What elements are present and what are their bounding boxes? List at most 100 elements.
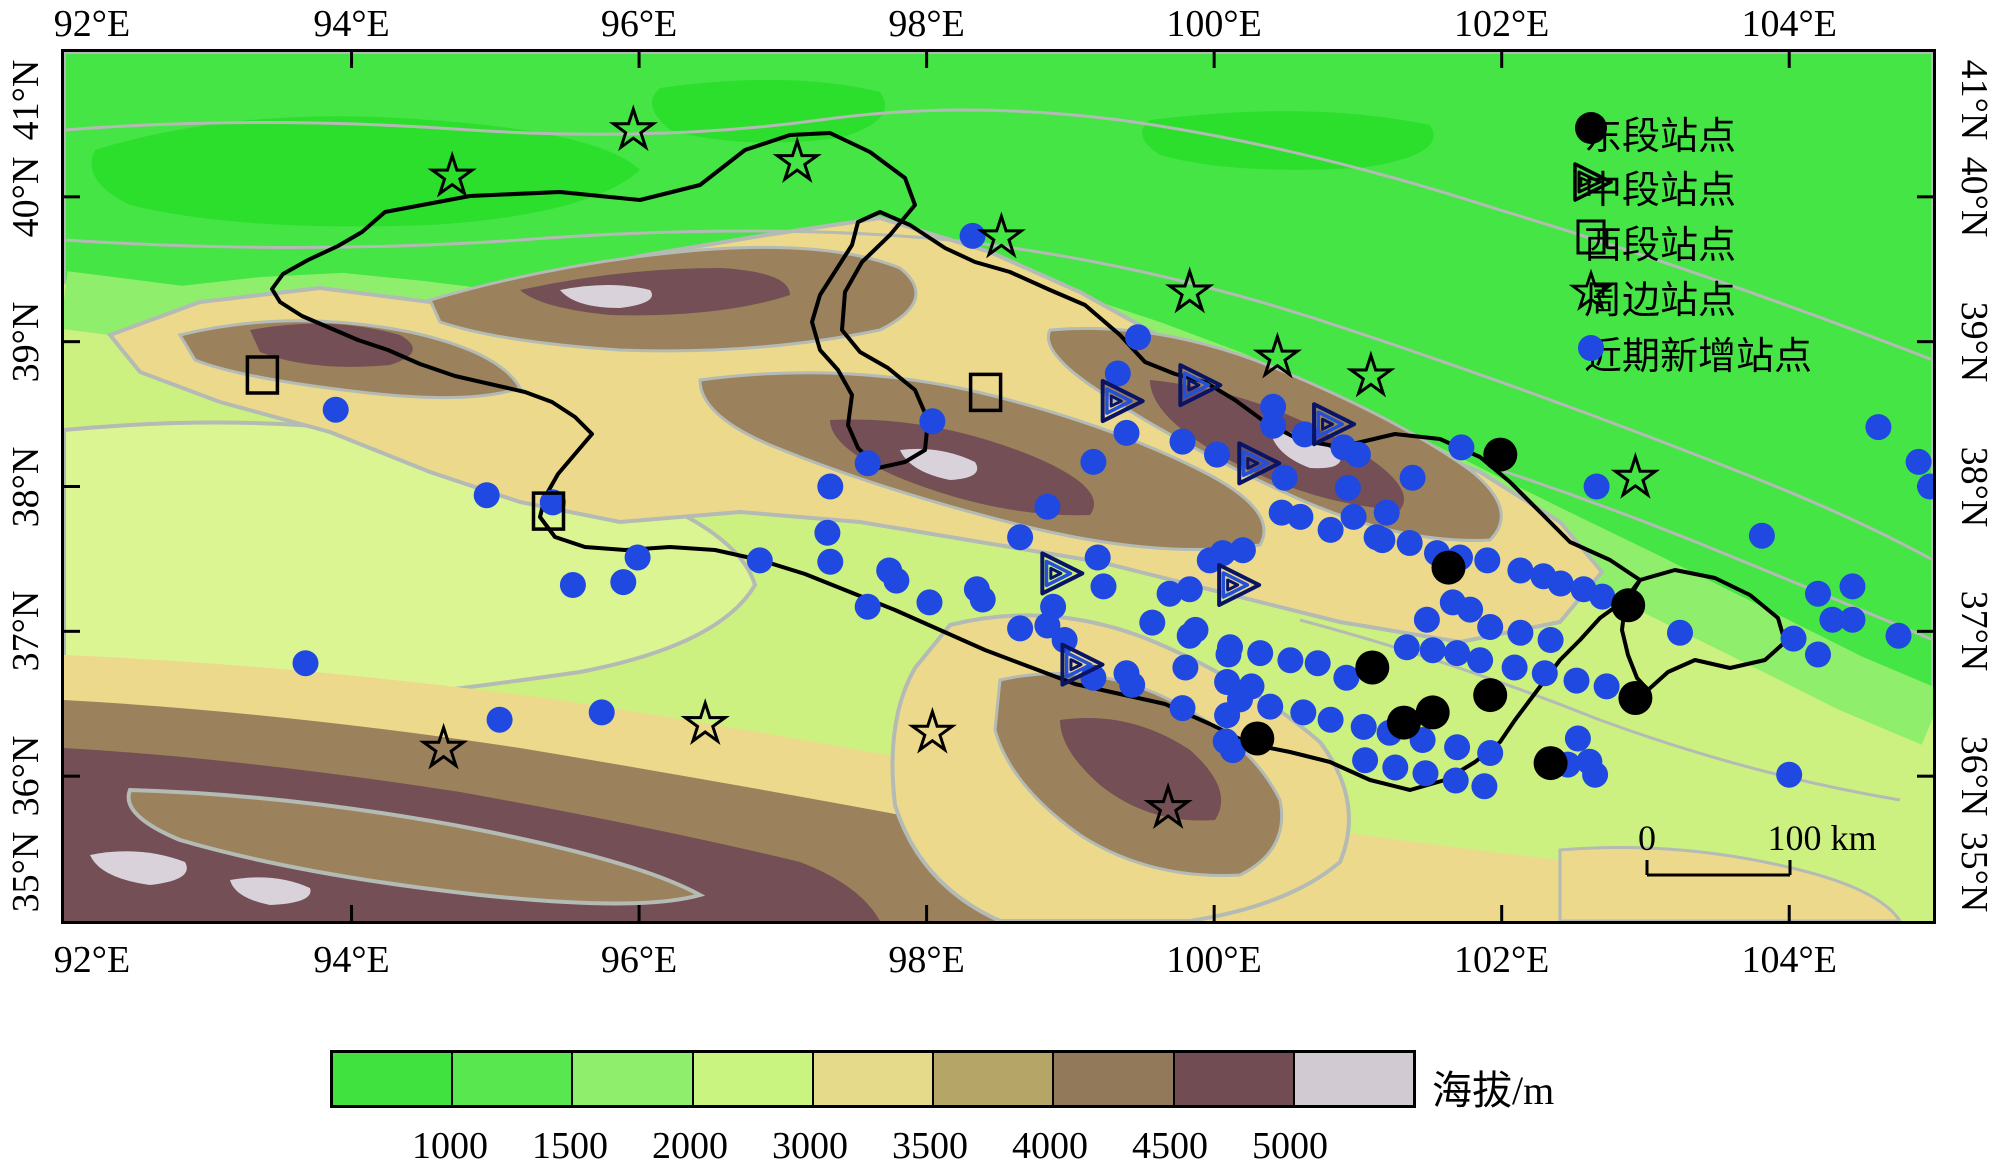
station-new-dot — [322, 396, 349, 423]
station-middle-triangle — [1217, 562, 1262, 607]
station-new-dot — [1547, 570, 1574, 597]
station-new-dot — [1350, 713, 1377, 740]
station-middle-triangle-core — [1246, 456, 1260, 470]
station-middle-triangle-inner — [1044, 559, 1073, 588]
station-middle-triangle-inner — [1182, 371, 1211, 399]
legend-symbol-black-circle — [1575, 112, 1607, 144]
station-middle-triangle-inner — [1241, 449, 1270, 478]
station-new-dot — [1507, 619, 1534, 646]
colorbar-tick-4500: 4500 — [1132, 1125, 1208, 1163]
colorbar-segment-3 — [573, 1053, 694, 1105]
station-east-dot — [1533, 746, 1568, 781]
station-new-dot — [1537, 627, 1564, 653]
station-new-dot — [854, 593, 881, 620]
station-new-dot — [1051, 627, 1078, 653]
station-new-dot — [1885, 622, 1912, 649]
station-new-dot — [1229, 537, 1256, 564]
station-new-dot — [1413, 606, 1440, 633]
station-new-dot — [1477, 614, 1504, 640]
scalebar-distance-label: 100 km — [1767, 818, 1877, 858]
station-new-dot — [1304, 650, 1331, 677]
axis-label-right-37: 37°N — [1953, 591, 1995, 672]
station-new-dot — [1034, 612, 1061, 639]
station-east-dot — [1431, 550, 1466, 585]
station-new-dot — [1419, 637, 1446, 664]
station-new-dot — [817, 473, 844, 500]
station-new-dot — [1119, 671, 1146, 698]
station-west-square — [245, 355, 280, 395]
station-new-dot — [1805, 580, 1831, 607]
station-new-dot — [814, 519, 841, 546]
station-new-dot — [1563, 667, 1590, 694]
station-new-dot — [486, 706, 513, 733]
station-new-dot — [1369, 527, 1396, 554]
station-middle-triangle-core — [1321, 417, 1335, 431]
station-middle-triangle-core — [1226, 578, 1240, 592]
station-middle-triangle — [1100, 379, 1145, 424]
station-new-dot — [916, 589, 943, 616]
axis-label-top-92: 92°E — [53, 3, 131, 45]
station-new-dot — [1399, 464, 1426, 491]
station-new-dot — [1317, 516, 1344, 543]
station-new-dot — [1196, 547, 1223, 574]
legend-item-blue-dot: 近期新增站点 — [1568, 325, 1812, 380]
station-new-dot — [1477, 740, 1504, 766]
station-surrounding-star — [680, 698, 730, 745]
axis-label-left-38: 38°N — [5, 446, 47, 527]
axis-label-bottom-96: 96°E — [600, 939, 678, 981]
stations-layer — [64, 52, 1933, 921]
colorbar-tick-3500: 3500 — [892, 1125, 968, 1163]
axis-label-left-40: 40°N — [5, 156, 47, 238]
station-new-dot — [969, 586, 996, 613]
station-new-dot — [559, 572, 586, 598]
colorbar-segment-5 — [813, 1053, 935, 1105]
legend-label: 近期新增站点 — [1584, 336, 1813, 378]
axis-label-left-39: 39°N — [5, 301, 47, 382]
station-new-dot — [1172, 654, 1199, 681]
legend-label: 中段站点 — [1584, 170, 1737, 212]
station-middle-triangle — [1040, 551, 1085, 596]
map-canvas: 东段站点 中段站点 西段站点 周边站点 近期新增站点 0 100 km — [61, 49, 1936, 924]
station-new-dot — [588, 699, 615, 726]
station-new-dot — [854, 450, 881, 477]
station-new-dot — [1034, 493, 1061, 520]
station-middle-triangle — [1237, 441, 1282, 486]
axis-label-bottom-98: 98°E — [888, 939, 965, 981]
elevation-colorbar — [330, 1050, 1416, 1108]
station-new-dot — [919, 408, 946, 435]
station-new-dot — [1176, 576, 1203, 603]
station-new-dot — [1156, 580, 1183, 607]
station-new-dot — [1805, 641, 1831, 668]
station-new-dot — [473, 482, 500, 509]
axis-label-right-35: 35°N — [1953, 831, 1995, 913]
station-middle-triangle-inner — [1221, 571, 1250, 599]
axis-label-left-35: 35°N — [5, 831, 47, 913]
axis-label-right-36: 36°N — [1953, 735, 1995, 817]
station-new-dot — [1507, 557, 1534, 584]
station-middle-triangle-core — [1069, 658, 1083, 672]
colorbar-tick-2000: 2000 — [652, 1125, 728, 1163]
station-new-dot — [1290, 699, 1317, 726]
legend-symbol-open-star — [1568, 269, 1614, 311]
station-surrounding-star — [427, 150, 477, 198]
station-surrounding-star — [907, 706, 957, 754]
terrain-layer — [64, 52, 1933, 921]
station-new-dot — [1007, 615, 1034, 642]
station-new-dot — [1344, 441, 1371, 468]
legend-item-open-star: 周边站点 — [1568, 269, 1736, 324]
station-new-dot — [1583, 473, 1610, 500]
station-middle-triangle-inner — [1105, 387, 1133, 415]
station-new-dot — [539, 489, 566, 516]
legend-item-black-circle: 东段站点 — [1568, 105, 1736, 160]
axis-label-right-38: 38°N — [1953, 446, 1995, 527]
colorbar-segment-9 — [1294, 1053, 1413, 1105]
station-new-dot — [1667, 619, 1693, 646]
colorbar-segment-6 — [934, 1053, 1055, 1105]
axis-label-top-104: 104°E — [1741, 3, 1837, 45]
station-new-dot — [1448, 434, 1475, 461]
colorbar-tick-1000: 1000 — [412, 1125, 488, 1163]
station-new-dot — [1260, 412, 1287, 439]
station-new-dot — [1277, 647, 1304, 674]
station-new-dot — [1582, 761, 1609, 788]
axis-label-bottom-104: 104°E — [1741, 939, 1837, 981]
